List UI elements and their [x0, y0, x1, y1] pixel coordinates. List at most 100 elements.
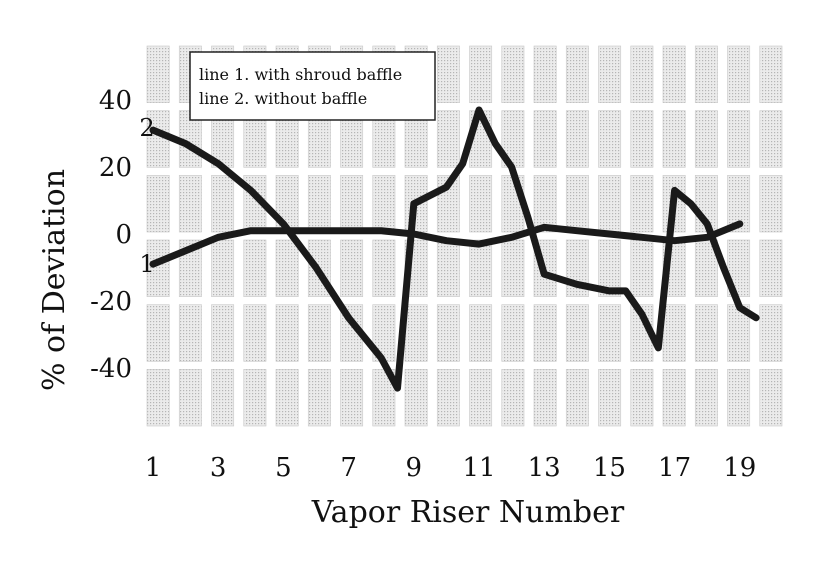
x-tick-label: 1: [145, 453, 162, 483]
grid-cell: [727, 175, 751, 233]
grid-cell: [662, 110, 686, 168]
grid-cell: [178, 369, 202, 427]
grid-cell: [146, 45, 170, 103]
grid-cell: [694, 110, 718, 168]
grid-cell: [727, 110, 751, 168]
grid-cell: [759, 239, 783, 297]
grid-cell: [533, 175, 557, 233]
series-label-1: 1: [139, 250, 154, 278]
grid-cell: [211, 239, 235, 297]
grid-cell: [727, 369, 751, 427]
grid-cell: [243, 239, 267, 297]
x-tick-label: 15: [593, 453, 626, 483]
grid-cell: [630, 175, 654, 233]
grid-cell: [565, 45, 589, 103]
grid-cell: [565, 369, 589, 427]
grid-cell: [275, 369, 299, 427]
grid-cell: [178, 175, 202, 233]
y-tick-label: -20: [90, 287, 132, 317]
x-tick-label: 17: [658, 453, 691, 483]
x-tick-label: 9: [406, 453, 423, 483]
x-tick-label: 3: [210, 453, 227, 483]
grid-cell: [501, 369, 525, 427]
grid-cell: [211, 175, 235, 233]
grid-cell: [436, 369, 460, 427]
x-axis-title: Vapor Riser Number: [311, 495, 625, 530]
grid-cell: [759, 304, 783, 362]
grid-cell: [598, 110, 622, 168]
grid-cell: [469, 45, 493, 103]
grid-cell: [275, 239, 299, 297]
grid-cell: [533, 110, 557, 168]
y-tick-label: 20: [99, 153, 132, 183]
grid-cell: [340, 175, 364, 233]
grid-cell: [178, 304, 202, 362]
grid-cell: [630, 369, 654, 427]
grid-cell: [533, 45, 557, 103]
grid-cell: [694, 304, 718, 362]
grid-cell: [211, 304, 235, 362]
grid-cell: [340, 239, 364, 297]
grid-cell: [565, 110, 589, 168]
grid-cell: [533, 369, 557, 427]
grid-cell: [565, 304, 589, 362]
grid-cell: [533, 304, 557, 362]
grid-cell: [598, 175, 622, 233]
grid-cell: [565, 175, 589, 233]
grid-cell: [307, 175, 331, 233]
grid-cell: [759, 369, 783, 427]
grid-cell: [598, 239, 622, 297]
y-tick-label: -40: [90, 354, 132, 384]
grid-cell: [436, 239, 460, 297]
grid-cell: [501, 304, 525, 362]
grid-cell: [275, 304, 299, 362]
grid-cell: [759, 45, 783, 103]
y-axis-title: % of Deviation: [37, 169, 72, 391]
grid-cell: [436, 304, 460, 362]
grid-cell: [243, 369, 267, 427]
legend-box: line 1. with shroud baffle line 2. witho…: [189, 51, 436, 121]
grid-cell: [501, 239, 525, 297]
series-line-1: [149, 220, 744, 268]
grid-cell: [662, 304, 686, 362]
grid-cell: [662, 45, 686, 103]
grid-cell: [759, 110, 783, 168]
series-layer: 12: [139, 106, 760, 392]
grid-cell: [243, 304, 267, 362]
grid-cell: [307, 304, 331, 362]
grid-cell: [759, 175, 783, 233]
grid-cell: [469, 369, 493, 427]
grid-cell: [598, 304, 622, 362]
grid-cell: [501, 45, 525, 103]
grid-cell: [662, 369, 686, 427]
grid-cell: [211, 369, 235, 427]
grid-cell: [436, 45, 460, 103]
x-tick-label: 19: [723, 453, 756, 483]
series-line-2: [149, 106, 760, 392]
grid-cell: [307, 369, 331, 427]
legend-entry-1: line 1. with shroud baffle: [199, 65, 402, 84]
x-tick-label: 5: [275, 453, 292, 483]
grid-cell: [436, 110, 460, 168]
grid-cell: [630, 45, 654, 103]
grid-cell: [694, 45, 718, 103]
x-tick-label: 13: [528, 453, 561, 483]
grid-cell: [630, 110, 654, 168]
grid-cell: [630, 239, 654, 297]
x-tick-label: 7: [340, 453, 357, 483]
series-label-2: 2: [139, 114, 154, 142]
grid-cell: [598, 369, 622, 427]
grid-cell: [372, 175, 396, 233]
grid-cell: [146, 304, 170, 362]
grid-cell: [146, 239, 170, 297]
grid-cell: [694, 369, 718, 427]
grid-cell: [340, 369, 364, 427]
grid-cell: [598, 45, 622, 103]
legend-entry-2: line 2. without baffle: [199, 89, 367, 108]
x-tick-label: 11: [462, 453, 495, 483]
grid-cell: [404, 304, 428, 362]
y-tick-label: 0: [115, 220, 132, 250]
grid-cell: [404, 369, 428, 427]
